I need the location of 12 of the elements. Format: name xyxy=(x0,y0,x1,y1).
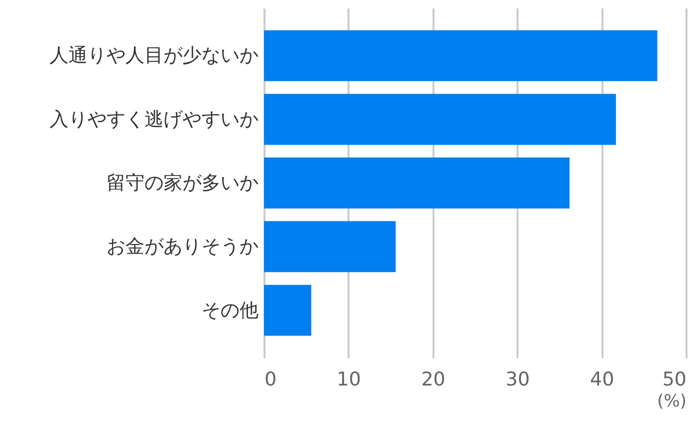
x-tick-label: 0 xyxy=(264,368,277,390)
x-axis-title: (%) xyxy=(657,392,686,412)
y-tick-label: お金がありそうか xyxy=(106,236,258,258)
y-tick-label: 留守の家が多いか xyxy=(106,172,258,194)
y-tick-label: 人通りや人目が少ないか xyxy=(50,44,258,67)
x-tick-label: 40 xyxy=(590,368,614,390)
x-tick-label: 20 xyxy=(421,368,446,390)
x-tick-label: 10 xyxy=(336,368,361,390)
x-tick-label: 50 xyxy=(662,368,686,390)
y-tick-label: その他 xyxy=(202,299,258,322)
x-tick-label: 30 xyxy=(506,368,530,390)
y-tick-label: 入りやすく逃げやすいか xyxy=(50,108,258,130)
